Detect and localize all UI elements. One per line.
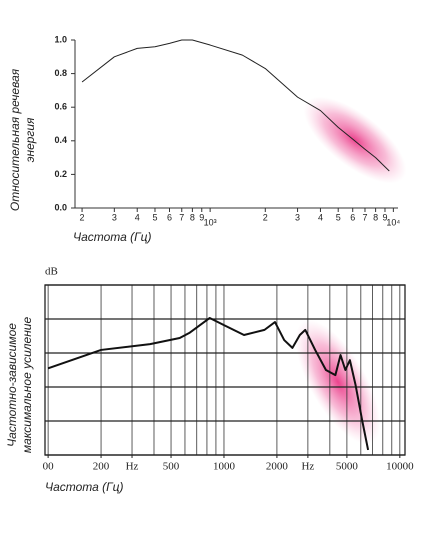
highlight xyxy=(303,96,407,184)
x-tick-label: 6 xyxy=(167,212,172,222)
x-tick-label: 5 xyxy=(336,212,341,222)
x-axis-title: Частота (Гц) xyxy=(73,230,152,244)
x-tick-label: 2000 xyxy=(266,461,289,473)
x-tick-label: 7 xyxy=(362,212,367,222)
x-axis-title: Частота (Гц) xyxy=(45,480,124,494)
x-tick-label: 8 xyxy=(373,212,378,222)
x-tick-label: 10000 xyxy=(386,461,414,473)
y-tick-label: 0.0 xyxy=(54,202,67,212)
y-axis-title: Частотно-зависимое xyxy=(5,323,19,447)
y-axis-title: максимальное усиление xyxy=(20,317,34,454)
x-tick-label: 9 xyxy=(382,212,387,222)
x-tick-label: 500 xyxy=(163,461,180,473)
x-tick-label: 10³ xyxy=(204,217,217,227)
x-tick-label: 10⁴ xyxy=(386,217,400,227)
x-tick-label: 5 xyxy=(152,212,157,222)
y-tick-label: 1.0 xyxy=(54,34,67,44)
data-line xyxy=(47,316,370,451)
y-tick-label: 0.4 xyxy=(54,135,67,145)
plot-frame xyxy=(44,284,406,456)
y-axis-title: Относительная речевая xyxy=(8,68,22,211)
x-tick-label: 2 xyxy=(263,212,268,222)
x-tick-label: Hz xyxy=(301,461,314,473)
x-tick-label: 3 xyxy=(295,212,300,222)
unit-label: dB xyxy=(45,266,58,278)
x-tick-label: 5000 xyxy=(336,461,359,473)
x-tick-label: Hz xyxy=(126,461,139,473)
highlight xyxy=(295,319,381,445)
x-tick-label: 1000 xyxy=(213,461,236,473)
x-tick-label: 4 xyxy=(318,212,323,222)
y-tick-label: 0.2 xyxy=(54,169,67,179)
x-tick-label: 2 xyxy=(80,212,85,222)
x-tick-label: 200 xyxy=(93,461,110,473)
y-tick-label: 0.6 xyxy=(54,102,67,112)
y-tick-label: 0.8 xyxy=(54,68,67,78)
x-tick-label: 7 xyxy=(179,212,184,222)
x-tick-label: 4 xyxy=(135,212,140,222)
x-tick-label: 00 xyxy=(43,461,55,473)
x-tick-label: 6 xyxy=(350,212,355,222)
x-tick-label: 3 xyxy=(112,212,117,222)
x-tick-label: 8 xyxy=(190,212,195,222)
data-line xyxy=(81,39,390,172)
x-tick-label: 9 xyxy=(199,212,204,222)
y-axis-title: энергия xyxy=(23,117,37,162)
